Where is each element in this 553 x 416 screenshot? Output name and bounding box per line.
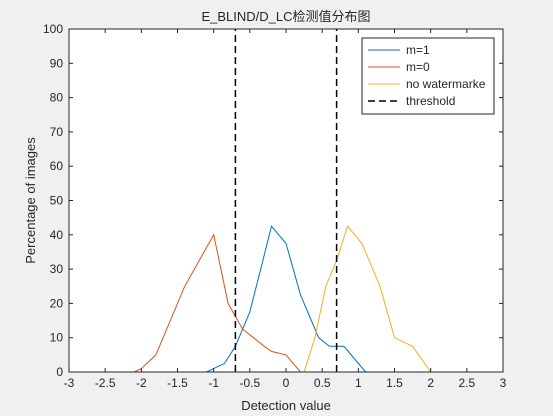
y-tick-label: 90 — [50, 56, 64, 70]
legend-label: m=0 — [406, 60, 430, 74]
y-tick-label: 40 — [50, 228, 64, 242]
series-line-m-1 — [69, 225, 503, 373]
y-tick-label: 100 — [43, 22, 63, 36]
x-tick-label: 2.5 — [458, 376, 475, 390]
y-tick-label: 30 — [50, 262, 64, 276]
x-tick-label: -1 — [208, 376, 219, 390]
y-tick-label: 70 — [50, 125, 64, 139]
y-tick-label: 80 — [50, 91, 64, 105]
y-tick-label: 10 — [50, 331, 64, 345]
legend-label: threshold — [406, 94, 455, 108]
x-tick-label: 1.5 — [386, 376, 403, 390]
x-tick-label: -3 — [64, 376, 75, 390]
x-tick-label: 1 — [355, 376, 362, 390]
y-tick-label: 20 — [50, 296, 64, 310]
x-tick-label: 2 — [427, 376, 434, 390]
legend-label: no watermarke — [406, 77, 486, 91]
x-tick-label: -0.5 — [239, 376, 260, 390]
y-tick-label: 50 — [50, 194, 64, 208]
series-layer — [69, 29, 503, 373]
x-tick-label: -2.5 — [95, 376, 116, 390]
axes-layer: -3 -2.5 -2 -1.5 -1 -0.5 0 0.5 1 1.5 2 2.5 3010203040… — [43, 22, 507, 390]
x-tick-label: -1.5 — [167, 376, 188, 390]
y-tick-label: 60 — [50, 159, 64, 173]
legend[interactable]: m=1 m=0 no watermarke threshold — [361, 37, 495, 115]
x-tick-label: -2 — [136, 376, 147, 390]
y-tick-label: 0 — [56, 365, 63, 379]
x-tick-label: 0.5 — [314, 376, 331, 390]
y-axis-label: Percentage of images — [23, 137, 38, 264]
chart-title: E_BLIND/D_LC检测值分布图 — [201, 9, 370, 24]
series-line-no-watermarke — [69, 225, 503, 373]
x-tick-label: 3 — [500, 376, 507, 390]
x-tick-label: 0 — [283, 376, 290, 390]
series-line-m-0 — [69, 233, 503, 373]
legend-label: m=1 — [406, 43, 430, 57]
x-axis-label: Detection value — [241, 398, 331, 413]
